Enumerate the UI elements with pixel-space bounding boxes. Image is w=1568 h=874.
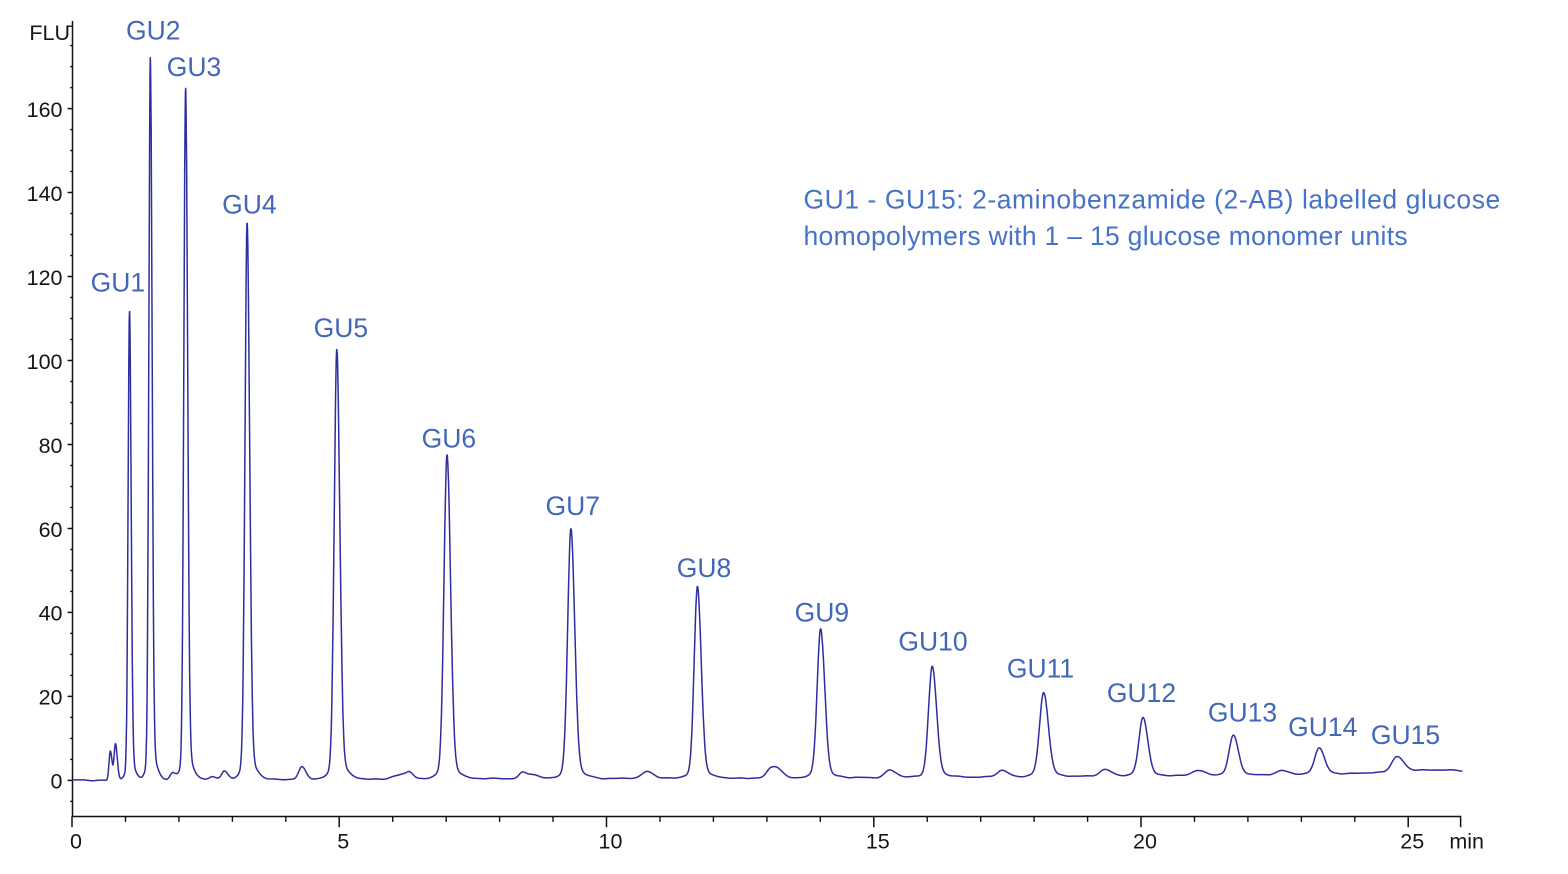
svg-text:0: 0 [70,830,82,854]
svg-text:15: 15 [866,830,890,854]
svg-text:60: 60 [39,518,63,542]
svg-text:GU11: GU11 [1007,653,1074,683]
svg-text:160: 160 [27,98,63,122]
svg-text:GU14: GU14 [1288,712,1357,742]
svg-text:100: 100 [27,350,63,374]
svg-text:120: 120 [27,266,63,290]
svg-text:0: 0 [51,770,63,794]
svg-text:140: 140 [27,182,63,206]
svg-text:GU1 - GU15: 2-aminobenzamide (: GU1 - GU15: 2-aminobenzamide (2-AB) labe… [804,185,1501,215]
svg-text:GU15: GU15 [1371,720,1440,750]
svg-text:GU3: GU3 [167,52,222,82]
svg-text:25: 25 [1400,830,1424,854]
svg-text:GU8: GU8 [677,553,732,583]
svg-text:FLU: FLU [29,21,70,45]
svg-text:20: 20 [39,686,63,710]
svg-text:GU5: GU5 [314,313,369,343]
svg-text:GU4: GU4 [222,190,277,220]
svg-text:GU13: GU13 [1208,698,1277,728]
svg-text:GU10: GU10 [898,627,967,657]
svg-text:homopolymers with 1 – 15 gluco: homopolymers with 1 – 15 glucose monomer… [804,221,1408,251]
svg-text:10: 10 [599,830,623,854]
svg-text:40: 40 [39,602,63,626]
svg-text:20: 20 [1133,830,1157,854]
svg-text:GU12: GU12 [1107,678,1176,708]
svg-text:min: min [1449,830,1484,854]
svg-text:GU1: GU1 [91,267,146,297]
svg-text:GU6: GU6 [422,424,477,454]
svg-text:GU2: GU2 [126,16,181,46]
svg-text:GU9: GU9 [795,598,850,628]
svg-text:5: 5 [337,830,349,854]
svg-text:80: 80 [39,434,63,458]
svg-text:GU7: GU7 [546,491,601,521]
